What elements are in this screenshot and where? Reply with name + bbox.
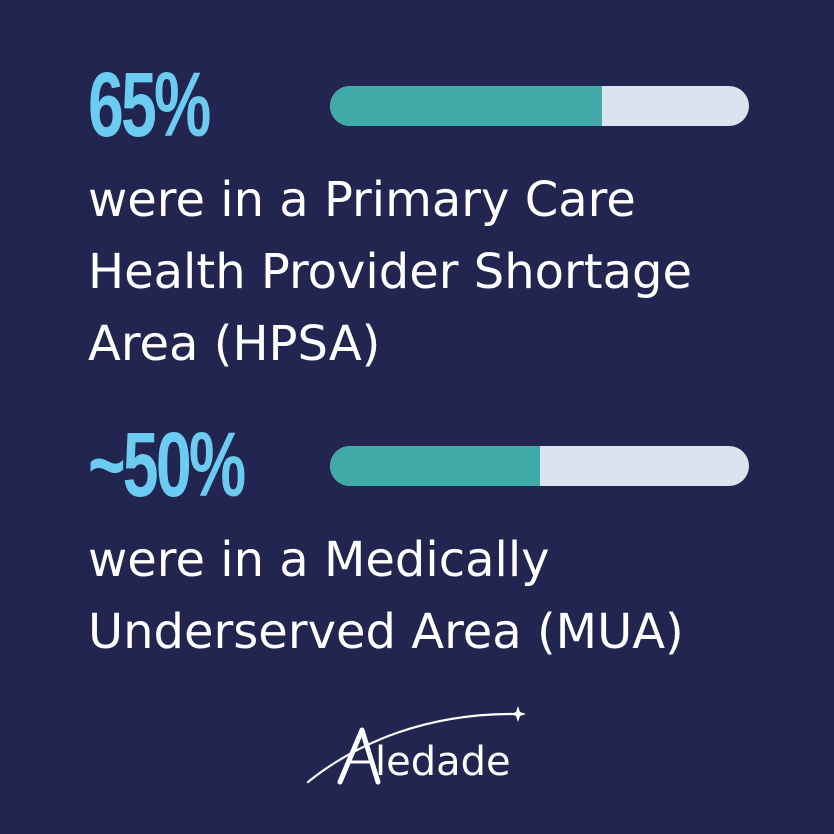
progress-bar-track [330, 446, 749, 486]
logo-wordmark: ledade [375, 739, 511, 785]
progress-bar-fill [330, 86, 603, 126]
stat-description: were in a Medically Underserved Area (MU… [88, 524, 684, 668]
stat-percent: ~50% [88, 414, 246, 516]
aledade-logo: ledade [300, 700, 540, 790]
stat-description: were in a Primary Care Health Provider S… [88, 164, 692, 380]
description-line: were in a Medically [88, 532, 550, 588]
progress-bar-fill [330, 446, 540, 486]
star-swoosh-icon [306, 706, 526, 785]
description-line: Health Provider Shortage [88, 244, 692, 300]
stat-percent: 65% [88, 54, 211, 156]
description-line: Underserved Area (MUA) [88, 604, 684, 660]
description-line: were in a Primary Care [88, 172, 636, 228]
progress-bar-track [330, 86, 749, 126]
description-line: Area (HPSA) [88, 316, 381, 372]
